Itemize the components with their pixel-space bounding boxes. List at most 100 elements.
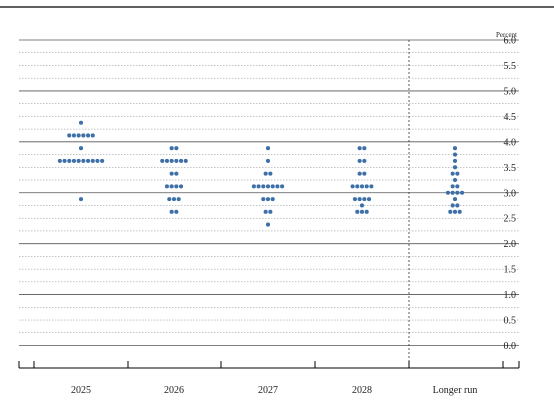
y-tick-label: 3.5 [504, 163, 517, 174]
dot [86, 158, 91, 163]
dot [362, 197, 367, 202]
dot [78, 120, 84, 125]
dot [76, 133, 81, 138]
dot [364, 184, 369, 189]
dot [251, 184, 256, 189]
dot [95, 158, 100, 163]
dot [268, 209, 273, 214]
dot [357, 197, 362, 202]
y-unit-label: Percent [496, 31, 517, 39]
dot [90, 158, 95, 163]
dot [445, 190, 451, 195]
dot [452, 177, 458, 183]
dot [452, 158, 458, 163]
y-tick-label: 1.0 [504, 290, 517, 301]
dot [452, 197, 458, 202]
dot [160, 158, 165, 163]
dot [265, 158, 271, 163]
dot [270, 197, 275, 202]
y-tick-label: 3.0 [504, 188, 517, 199]
dot [179, 184, 184, 189]
dot [450, 190, 455, 195]
category-label: 2027 [258, 385, 278, 396]
dot [78, 146, 84, 151]
dot [460, 190, 465, 195]
dot [270, 184, 275, 189]
dot [78, 197, 84, 202]
dot [176, 197, 181, 202]
dot [280, 184, 285, 189]
y-tick-label: 0.5 [504, 316, 517, 327]
dot [86, 133, 91, 138]
y-tick-label: 5.5 [504, 61, 517, 72]
dot [174, 171, 179, 176]
dot [369, 184, 374, 189]
dot [359, 184, 365, 189]
dot [265, 222, 271, 227]
dot [71, 133, 76, 138]
dot [265, 146, 271, 151]
dot [71, 158, 76, 163]
dot [455, 203, 460, 208]
y-tick-label: 6.0 [504, 36, 517, 47]
dot [263, 171, 268, 176]
gridlines [19, 39, 519, 346]
dot [352, 197, 358, 202]
dot [171, 197, 177, 202]
dot [265, 197, 271, 202]
dot [357, 158, 362, 163]
y-axis-ticks: 0.0 0.5 1.0 1.5 2.0 2.5 3.0 3.5 4.0 4.5 5.0 5.5 6.0 [504, 36, 517, 353]
dot [450, 203, 455, 208]
dot [169, 171, 174, 176]
y-tick-label: 1.5 [504, 265, 517, 276]
dot [67, 133, 72, 138]
dot [62, 158, 67, 163]
dot [90, 133, 95, 138]
dot [169, 209, 174, 214]
dot [455, 190, 460, 195]
dot [261, 197, 266, 202]
dot [57, 158, 62, 163]
dot [268, 171, 273, 176]
category-label: 2026 [164, 385, 184, 396]
dot [263, 209, 268, 214]
dot [359, 209, 365, 214]
dot [357, 171, 362, 176]
y-tick-label: 2.5 [504, 214, 517, 225]
dot [76, 158, 81, 163]
dot [455, 171, 460, 176]
dot [174, 158, 179, 163]
dot [174, 209, 179, 214]
dot [275, 184, 280, 189]
dot [355, 209, 360, 214]
dot [362, 171, 367, 176]
dot [362, 158, 367, 163]
y-tick-label: 4.5 [504, 112, 517, 123]
dot [355, 184, 360, 189]
dot [457, 209, 462, 214]
dot [357, 146, 362, 151]
dot [452, 165, 458, 170]
dots [57, 120, 465, 227]
y-tick-label: 5.0 [504, 86, 517, 97]
dot [100, 158, 105, 163]
dot [350, 184, 355, 189]
category-label: 2028 [352, 385, 372, 396]
dot [164, 158, 169, 163]
dot [455, 184, 460, 189]
dot [364, 209, 369, 214]
category-labels: 2025 2026 2027 2028 Longer run [71, 385, 477, 396]
dot [67, 158, 72, 163]
dot [174, 184, 179, 189]
dot [452, 146, 458, 151]
y-tick-label: 2.0 [504, 239, 517, 250]
x-axis [18, 361, 520, 369]
y-tick-label: 4.0 [504, 137, 517, 148]
dot [164, 184, 169, 189]
dot [359, 203, 365, 208]
dot [81, 133, 86, 138]
dot [81, 158, 86, 163]
dot [450, 184, 455, 189]
category-label: Longer run [433, 385, 478, 396]
